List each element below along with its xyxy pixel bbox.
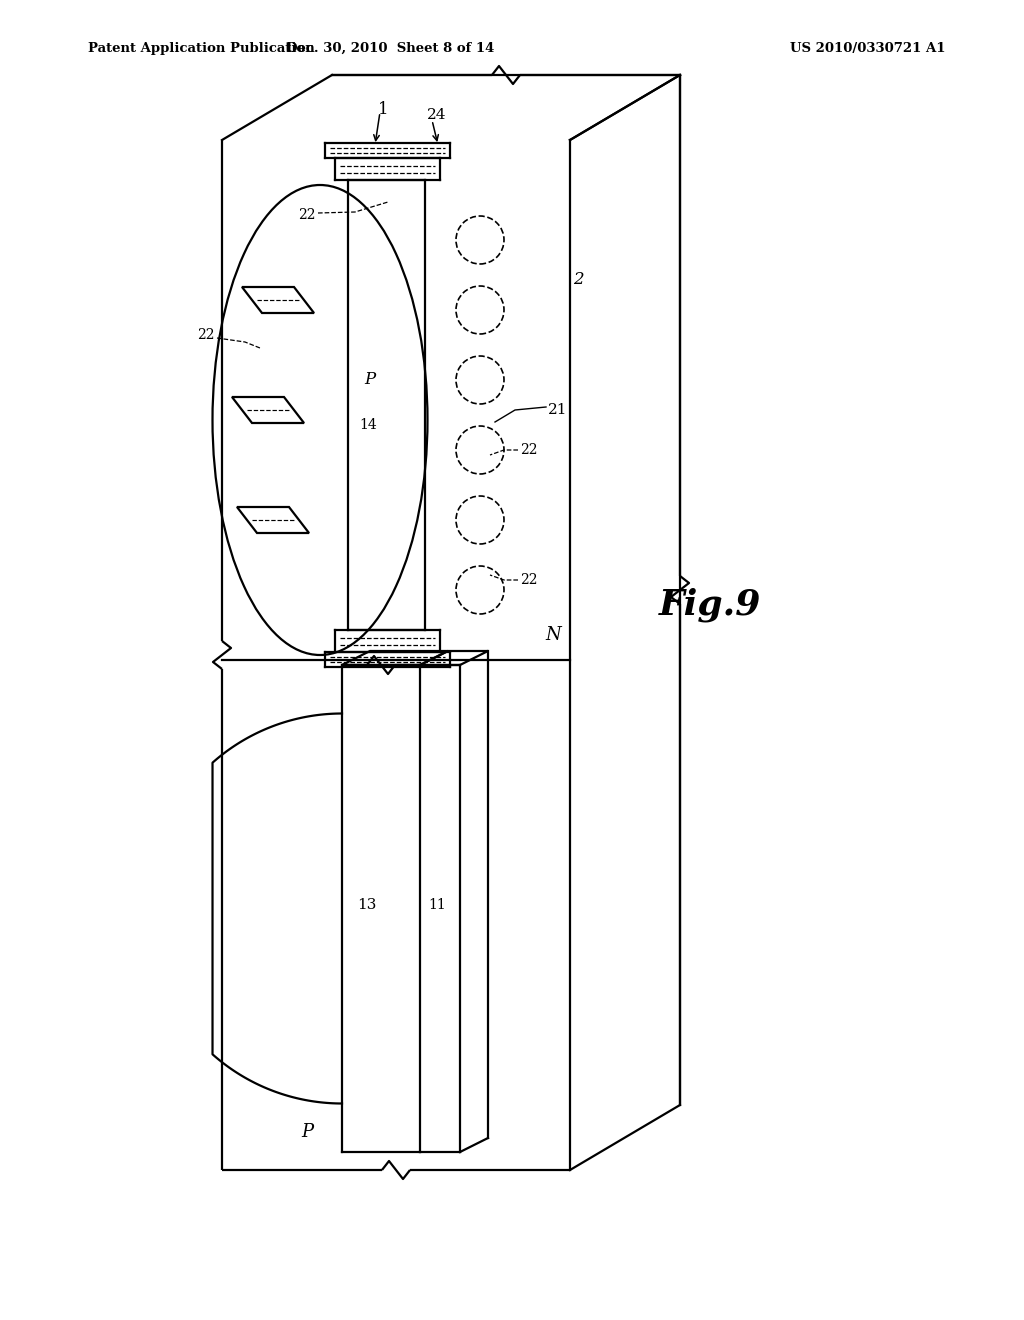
Text: 14: 14 [359, 418, 377, 432]
Text: 22: 22 [198, 327, 215, 342]
Text: US 2010/0330721 A1: US 2010/0330721 A1 [790, 42, 945, 55]
Text: Dec. 30, 2010  Sheet 8 of 14: Dec. 30, 2010 Sheet 8 of 14 [286, 42, 495, 55]
Text: N: N [545, 626, 561, 644]
Text: 2: 2 [573, 272, 584, 289]
Text: P: P [365, 371, 376, 388]
Text: 24: 24 [427, 108, 446, 121]
Text: 22: 22 [520, 444, 538, 457]
Text: P: P [301, 1123, 313, 1140]
Text: 22: 22 [299, 209, 316, 222]
Text: Fig.9: Fig.9 [658, 587, 761, 622]
Text: 13: 13 [357, 898, 377, 912]
Text: Patent Application Publication: Patent Application Publication [88, 42, 314, 55]
Text: 1: 1 [378, 102, 388, 119]
Text: 11: 11 [428, 898, 445, 912]
Text: 22: 22 [520, 573, 538, 587]
Text: 21: 21 [548, 403, 567, 417]
